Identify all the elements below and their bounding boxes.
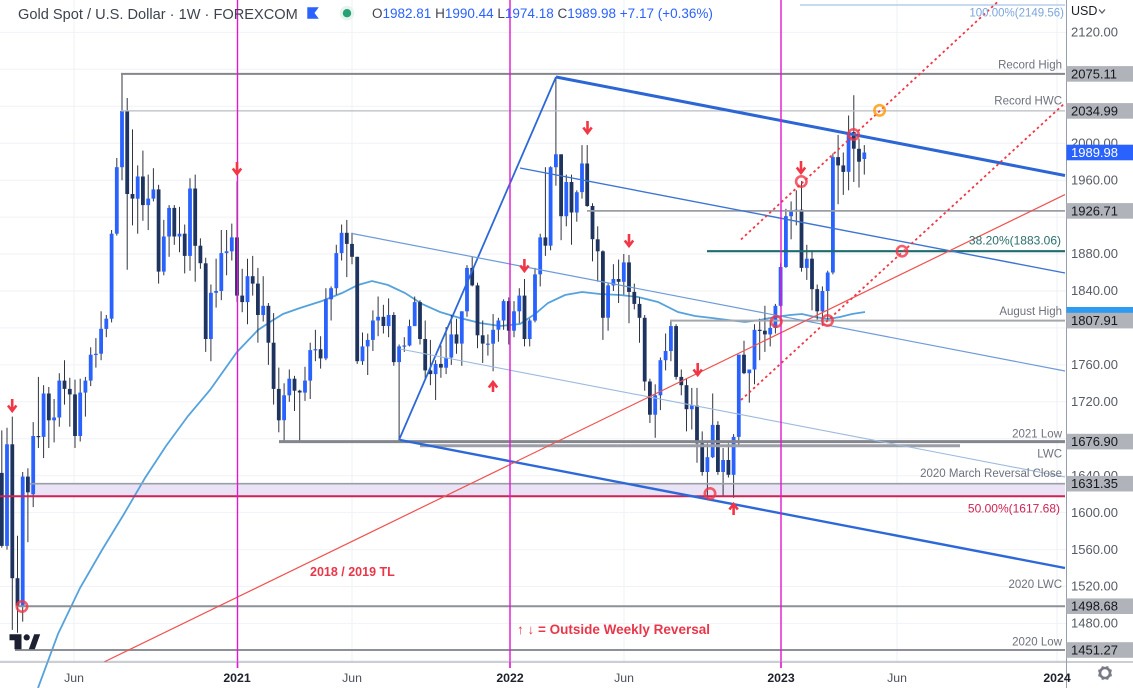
svg-text:2075.11: 2075.11: [1071, 66, 1117, 81]
svg-text:1840.00: 1840.00: [1071, 283, 1118, 298]
svg-text:50.00%(1617.68): 50.00%(1617.68): [968, 502, 1060, 516]
svg-text:38.20%(1883.06): 38.20%(1883.06): [969, 233, 1061, 247]
svg-text:1451.27: 1451.27: [1071, 642, 1118, 657]
svg-text:1720.00: 1720.00: [1071, 394, 1118, 409]
svg-text:1480.00: 1480.00: [1071, 616, 1118, 631]
svg-text:1676.90: 1676.90: [1071, 434, 1118, 449]
svg-text:August High: August High: [999, 306, 1062, 318]
svg-text:↑ ↓ = Outside Weekly Reversal: ↑ ↓ = Outside Weekly Reversal: [517, 622, 710, 637]
svg-text:1631.35: 1631.35: [1071, 476, 1118, 491]
svg-text:1560.00: 1560.00: [1071, 542, 1118, 557]
svg-text:2020 March Reversal Close: 2020 March Reversal Close: [920, 468, 1062, 480]
svg-text:2120.00: 2120.00: [1071, 25, 1118, 40]
svg-text:O1982.81 H1990.44 L1974.18: O1982.81 H1990.44 L1974.18 C1989.98 +7.1…: [372, 6, 713, 21]
svg-text:Jun: Jun: [342, 671, 362, 685]
svg-text:2020 Low: 2020 Low: [1012, 637, 1063, 649]
svg-text:Record High: Record High: [998, 60, 1062, 72]
svg-text:1760.00: 1760.00: [1071, 357, 1118, 372]
svg-text:Record HWC: Record HWC: [994, 96, 1062, 108]
svg-text:LWC: LWC: [1037, 449, 1062, 461]
svg-text:1989.98: 1989.98: [1071, 145, 1118, 160]
svg-text:Jun: Jun: [614, 671, 634, 685]
svg-text:2034.99: 2034.99: [1071, 103, 1118, 118]
svg-text:2023: 2023: [767, 671, 795, 685]
svg-text:Gold Spot / U.S. Dollar · 1W ·: Gold Spot / U.S. Dollar · 1W · FOREXCOM: [18, 7, 298, 23]
svg-text:1880.00: 1880.00: [1071, 246, 1118, 261]
svg-text:100.00%(2149.56): 100.00%(2149.56): [969, 8, 1064, 20]
svg-text:USD: USD: [1071, 4, 1097, 18]
svg-text:2021 Low: 2021 Low: [1012, 429, 1063, 441]
svg-text:2024: 2024: [1043, 671, 1071, 685]
svg-text:Jun: Jun: [64, 671, 84, 685]
svg-text:2022: 2022: [496, 671, 524, 685]
svg-text:1520.00: 1520.00: [1071, 579, 1118, 594]
svg-text:1498.68: 1498.68: [1071, 599, 1118, 614]
svg-text:Jun: Jun: [887, 671, 907, 685]
svg-text:1926.71: 1926.71: [1071, 203, 1118, 218]
svg-text:2020 LWC: 2020 LWC: [1009, 579, 1062, 591]
svg-text:2018 / 2019 TL: 2018 / 2019 TL: [310, 565, 395, 579]
svg-text:1960.00: 1960.00: [1071, 172, 1118, 187]
svg-text:1807.91: 1807.91: [1071, 313, 1118, 328]
svg-text:1600.00: 1600.00: [1071, 505, 1118, 520]
svg-text:2021: 2021: [223, 671, 251, 685]
